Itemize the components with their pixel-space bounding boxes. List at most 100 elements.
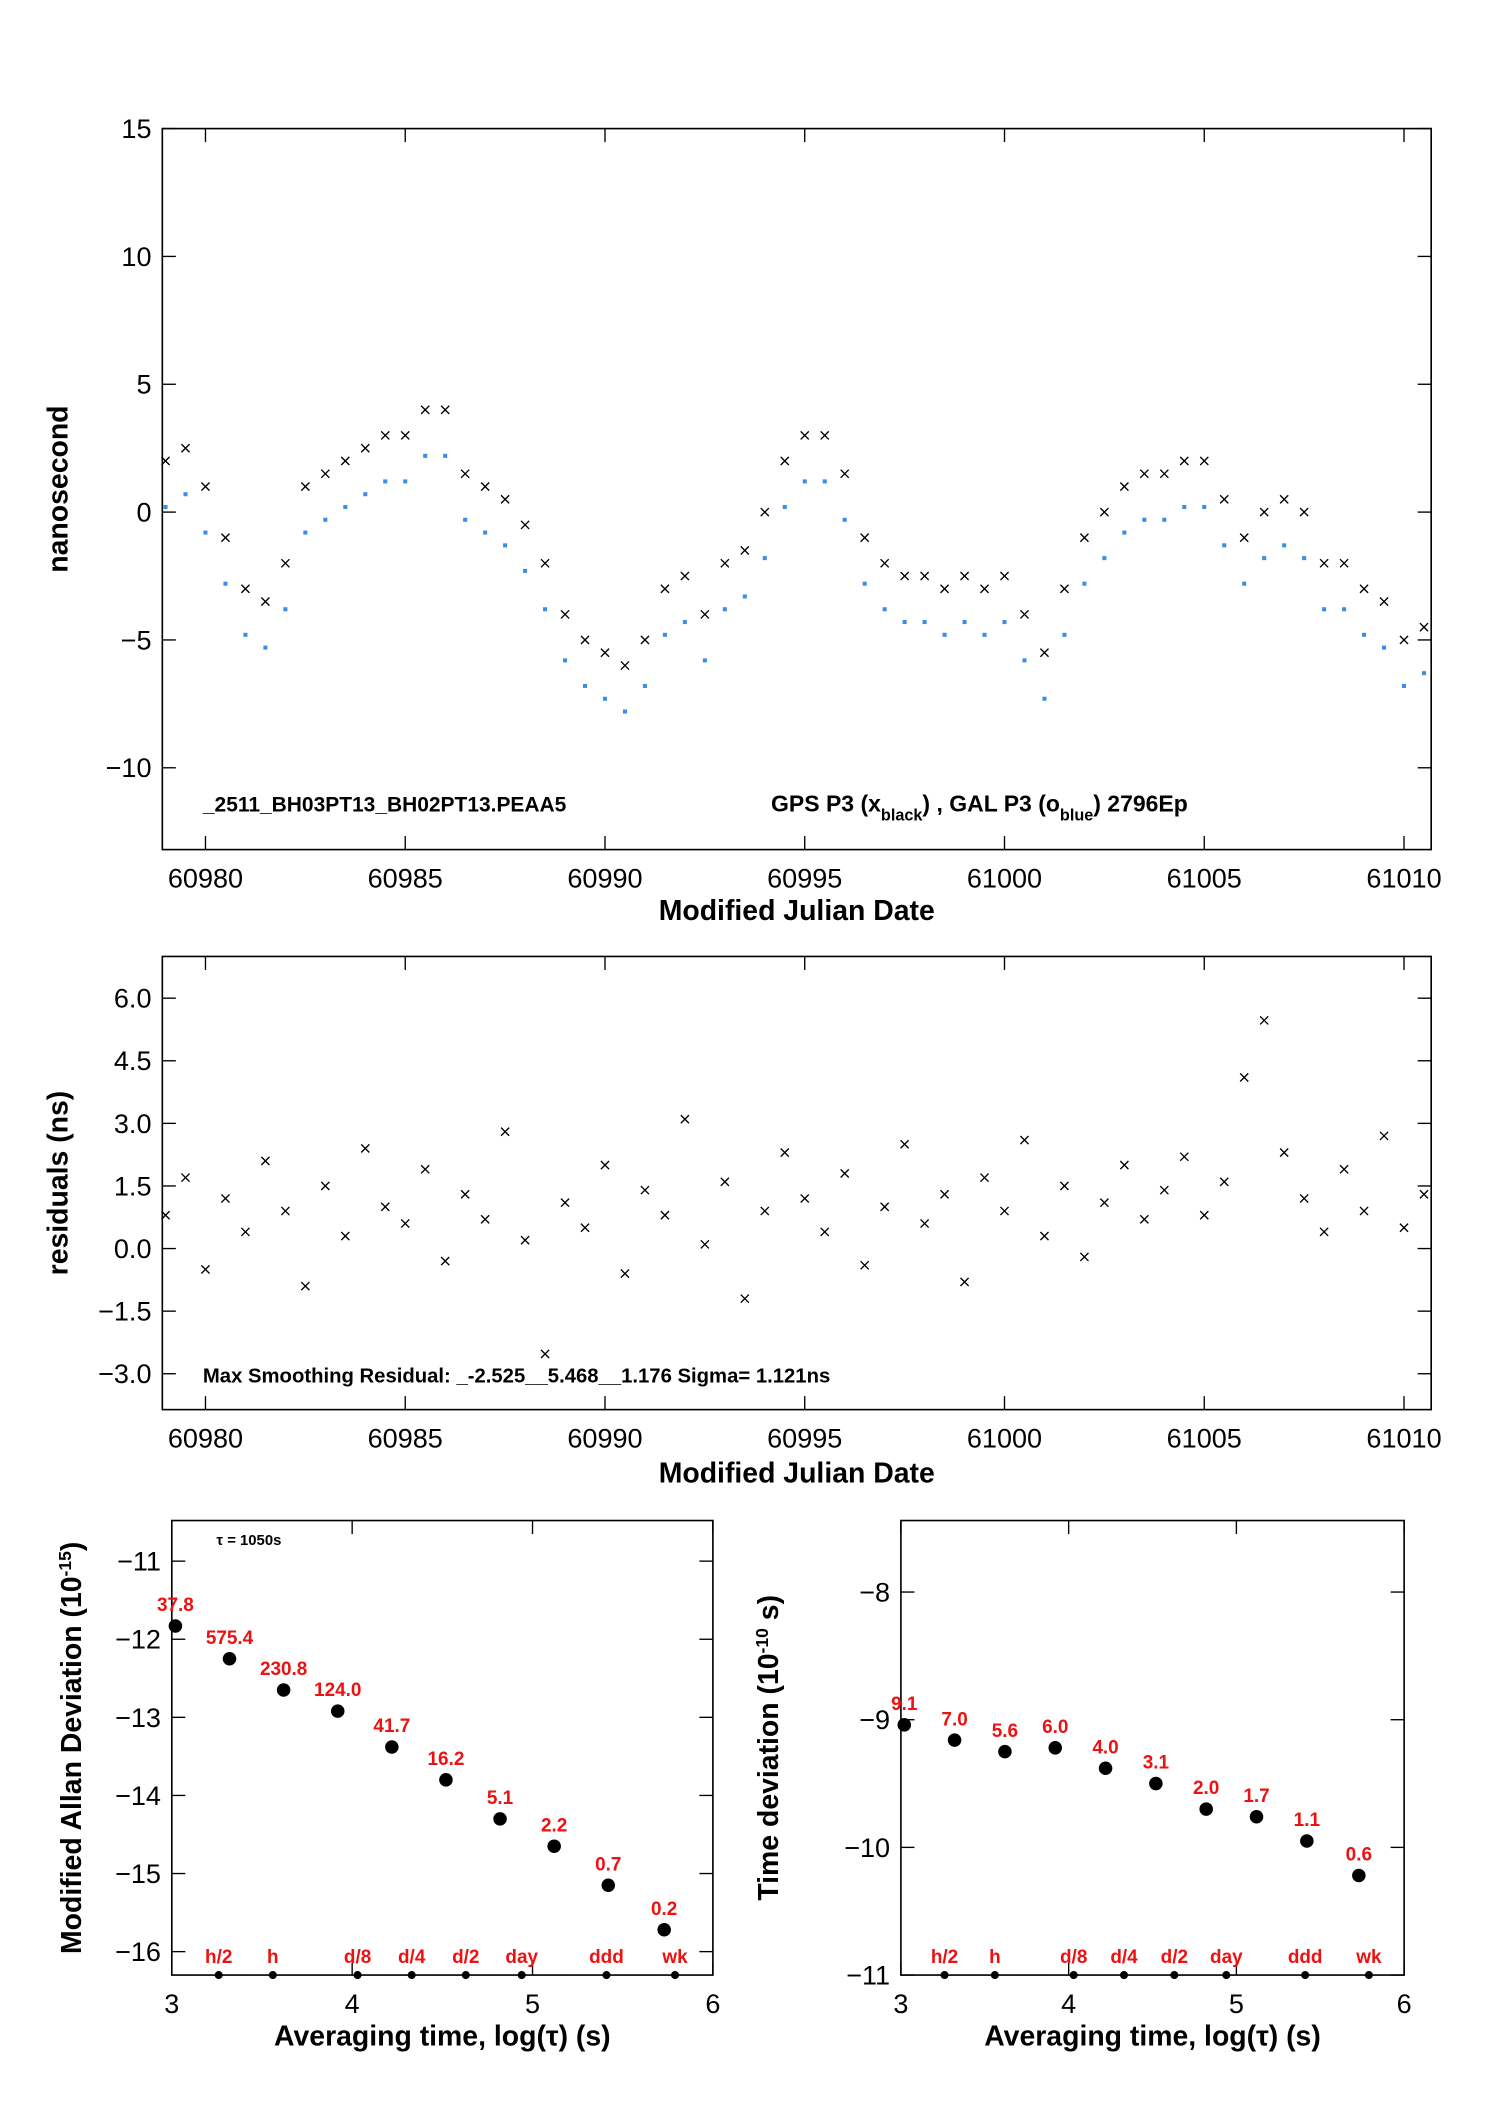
x-axis-label: Averaging time, log(τ) (s) bbox=[274, 2020, 611, 2052]
point bbox=[1242, 581, 1247, 586]
point bbox=[822, 479, 827, 484]
point bbox=[547, 1839, 561, 1853]
point bbox=[760, 507, 770, 517]
point bbox=[260, 1156, 270, 1166]
point bbox=[180, 1173, 191, 1183]
point bbox=[897, 1718, 912, 1732]
span-marker bbox=[461, 1971, 470, 1980]
point bbox=[463, 517, 468, 522]
y-tick-label: −5 bbox=[121, 625, 152, 655]
point bbox=[1259, 1015, 1269, 1025]
plot-frame bbox=[170, 1519, 714, 1976]
x-axis-label: Averaging time, log(τ) (s) bbox=[984, 2020, 1321, 2052]
point bbox=[1082, 581, 1087, 586]
y-tick-label: −10 bbox=[844, 1833, 890, 1863]
point-label: 2.2 bbox=[541, 1815, 567, 1836]
point bbox=[600, 1160, 610, 1170]
legend-part: ) 2796Ep bbox=[1093, 791, 1188, 817]
span-marker-label: wk bbox=[1355, 1947, 1382, 1968]
span-marker bbox=[407, 1971, 416, 1980]
x-tick-label: 61010 bbox=[1366, 863, 1441, 893]
point-label: 124.0 bbox=[314, 1680, 361, 1701]
x-tick-label: 61010 bbox=[1366, 1423, 1441, 1453]
span-marker bbox=[1301, 1971, 1310, 1980]
point bbox=[1019, 1135, 1030, 1145]
point bbox=[480, 481, 490, 492]
point bbox=[240, 1227, 250, 1237]
point bbox=[520, 1235, 530, 1245]
point-label: 0.2 bbox=[651, 1899, 677, 1920]
point bbox=[1139, 1214, 1149, 1224]
point bbox=[520, 520, 530, 530]
point bbox=[940, 1189, 950, 1199]
point bbox=[740, 1294, 750, 1304]
point bbox=[740, 545, 750, 555]
point bbox=[760, 1206, 770, 1216]
point bbox=[1339, 558, 1349, 568]
point bbox=[860, 1260, 870, 1270]
y-axis-label-part: -10 bbox=[752, 1628, 772, 1654]
point bbox=[400, 1218, 410, 1229]
x-tick-label: 60985 bbox=[368, 1423, 443, 1453]
span-marker-label: ddd bbox=[589, 1947, 624, 1968]
span-marker bbox=[1222, 1971, 1231, 1980]
point-label: 37.8 bbox=[157, 1595, 194, 1616]
x-tick-label: 5 bbox=[525, 1989, 540, 2019]
point bbox=[922, 620, 927, 625]
point bbox=[580, 635, 590, 645]
point bbox=[200, 1264, 211, 1274]
point bbox=[1139, 469, 1149, 479]
span-marker bbox=[602, 1971, 611, 1980]
point bbox=[720, 558, 730, 568]
point bbox=[1421, 671, 1427, 676]
y-tick-label: −9 bbox=[859, 1705, 890, 1735]
point bbox=[880, 1202, 890, 1212]
point bbox=[163, 504, 168, 510]
point-label: 3.1 bbox=[1143, 1753, 1169, 1774]
y-tick-label: 1.5 bbox=[114, 1171, 152, 1201]
x-tick-label: 60980 bbox=[168, 1423, 243, 1453]
span-marker-label: d/2 bbox=[452, 1947, 479, 1968]
point bbox=[540, 1349, 550, 1359]
y-axis-label-part: s) bbox=[753, 1595, 785, 1628]
span-marker bbox=[517, 1971, 526, 1980]
point bbox=[1359, 584, 1369, 594]
point bbox=[340, 1231, 350, 1241]
span-marker bbox=[670, 1971, 680, 1980]
point-label: 4.0 bbox=[1092, 1737, 1118, 1758]
point bbox=[902, 620, 907, 625]
point-label: 230.8 bbox=[260, 1659, 307, 1680]
point bbox=[1079, 533, 1089, 543]
point bbox=[1042, 696, 1047, 701]
point bbox=[160, 456, 171, 466]
point bbox=[1219, 1177, 1229, 1187]
point bbox=[1102, 556, 1107, 561]
point bbox=[680, 571, 690, 581]
point bbox=[483, 530, 488, 535]
y-tick-label: 6.0 bbox=[114, 984, 152, 1014]
point bbox=[998, 1744, 1012, 1759]
point bbox=[1199, 1210, 1209, 1220]
point bbox=[722, 607, 727, 612]
point bbox=[180, 443, 191, 453]
point bbox=[276, 1683, 291, 1697]
point bbox=[500, 494, 510, 504]
point bbox=[602, 696, 608, 701]
point bbox=[979, 584, 990, 594]
point bbox=[582, 683, 588, 688]
point bbox=[640, 1185, 650, 1195]
point bbox=[1062, 632, 1067, 637]
point bbox=[820, 1227, 830, 1237]
y-tick-label: 5 bbox=[136, 370, 151, 400]
point bbox=[1039, 648, 1049, 658]
point bbox=[440, 1256, 450, 1266]
point bbox=[1162, 517, 1167, 522]
point bbox=[220, 1193, 230, 1204]
y-axis-label-part: -15 bbox=[55, 1551, 75, 1577]
y-tick-label: −11 bbox=[846, 1961, 890, 1991]
y-tick-label: 4.5 bbox=[114, 1046, 152, 1076]
point bbox=[363, 492, 368, 497]
point bbox=[340, 456, 350, 466]
point bbox=[1199, 1802, 1213, 1816]
